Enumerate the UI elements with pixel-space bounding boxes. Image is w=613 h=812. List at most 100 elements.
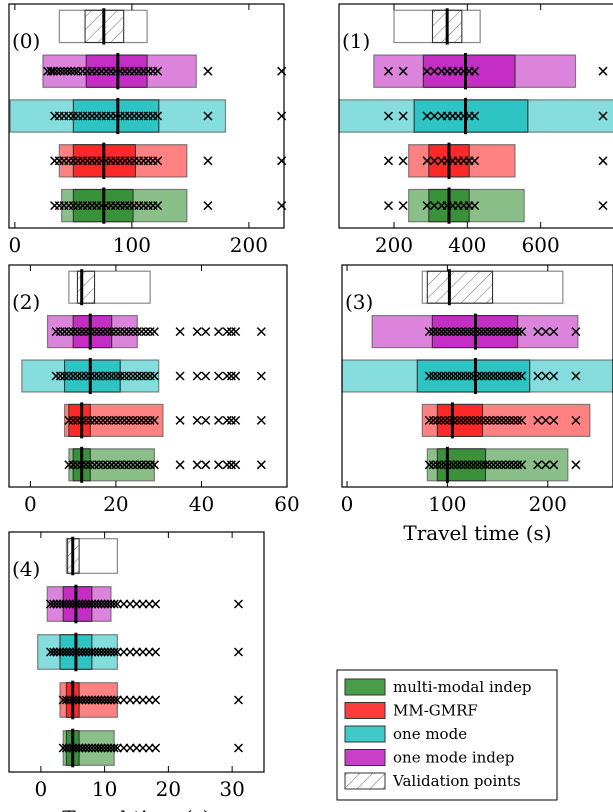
outlier-marker xyxy=(432,371,442,381)
outlier-marker xyxy=(497,327,507,337)
outlier-marker xyxy=(398,111,408,121)
outlier-marker xyxy=(460,327,470,337)
outlier-marker xyxy=(201,327,211,337)
outlier-marker xyxy=(489,371,499,381)
outlier-marker xyxy=(533,415,543,425)
outlier-marker xyxy=(424,371,434,381)
outlier-marker xyxy=(533,371,543,381)
legend-label: one mode xyxy=(393,725,467,743)
outlier-marker xyxy=(436,460,446,470)
outlier-marker xyxy=(444,371,454,381)
outlier-marker xyxy=(485,460,495,470)
outlier-marker xyxy=(192,327,202,337)
outlier-marker xyxy=(513,371,523,381)
box-row-mm-gmrf xyxy=(421,402,591,439)
outlier-marker xyxy=(505,327,515,337)
outlier-marker xyxy=(513,460,523,470)
outlier-marker xyxy=(145,327,155,337)
outlier-marker xyxy=(456,327,466,337)
outlier-marker xyxy=(149,371,159,381)
outlier-marker xyxy=(598,156,608,166)
box-row-mm-gmrf xyxy=(50,142,287,179)
outlier-marker xyxy=(398,66,408,76)
outlier-marker xyxy=(456,415,466,425)
legend-item: MM-GMRF xyxy=(344,702,478,720)
outlier-marker xyxy=(440,371,450,381)
x-tick-label: 60 xyxy=(274,492,299,516)
outlier-marker xyxy=(109,743,119,753)
outlier-marker xyxy=(509,460,519,470)
outlier-marker xyxy=(452,327,462,337)
outlier-marker xyxy=(201,460,211,470)
outlier-marker xyxy=(470,156,480,166)
outlier-marker xyxy=(470,66,480,76)
outlier-marker xyxy=(398,156,408,166)
outlier-marker xyxy=(226,415,236,425)
outlier-marker xyxy=(151,647,161,657)
iqr-box xyxy=(426,270,494,304)
outlier-marker xyxy=(470,111,480,121)
outlier-marker xyxy=(505,371,515,381)
outlier-marker xyxy=(149,460,159,470)
outlier-marker xyxy=(472,460,483,470)
outlier-marker xyxy=(398,201,408,211)
outlier-marker xyxy=(464,327,475,337)
outlier-marker xyxy=(175,327,185,337)
outlier-marker xyxy=(476,415,487,425)
outlier-marker xyxy=(440,415,450,425)
outlier-marker xyxy=(501,415,511,425)
outlier-marker xyxy=(62,66,73,76)
outlier-marker xyxy=(460,460,470,470)
panel-label: (3) xyxy=(345,290,373,314)
outlier-marker xyxy=(109,599,119,609)
outlier-marker xyxy=(480,371,491,381)
x-tick-label: 40 xyxy=(189,492,214,516)
outlier-marker xyxy=(231,327,241,337)
outlier-marker xyxy=(460,371,470,381)
outlier-marker xyxy=(448,460,458,470)
box-row-validation-points xyxy=(58,8,148,45)
box-row-one-mode xyxy=(37,632,244,672)
iqr-box xyxy=(68,403,91,437)
outlier-marker xyxy=(153,201,163,211)
outlier-marker xyxy=(233,599,244,609)
box-row-validation-points xyxy=(393,8,481,45)
outlier-marker xyxy=(422,156,432,166)
outlier-marker xyxy=(493,371,503,381)
box-row-multi-modal-indep xyxy=(383,187,608,224)
outlier-marker xyxy=(598,66,608,76)
outlier-marker xyxy=(432,327,442,337)
outlier-marker xyxy=(66,66,76,76)
outlier-marker xyxy=(70,66,80,76)
x-tick-label: 0 xyxy=(8,233,21,257)
outlier-marker xyxy=(222,371,232,381)
outlier-marker xyxy=(256,371,266,381)
outlier-marker xyxy=(422,111,432,121)
box-row-one-mode-indep xyxy=(42,53,287,90)
outlier-marker xyxy=(222,415,232,425)
box-row-mm-gmrf xyxy=(58,680,244,720)
outlier-marker xyxy=(468,460,479,470)
x-tick-label: 100 xyxy=(428,492,466,516)
outlier-marker xyxy=(485,371,495,381)
outlier-marker xyxy=(231,415,241,425)
outlier-marker xyxy=(214,327,224,337)
iqr-box xyxy=(76,270,96,304)
x-tick-label: 10 xyxy=(92,777,117,801)
outlier-marker xyxy=(476,327,487,337)
outlier-marker xyxy=(153,66,163,76)
outlier-marker xyxy=(424,415,434,425)
outlier-marker xyxy=(428,460,438,470)
outlier-marker xyxy=(549,415,559,425)
outlier-marker xyxy=(226,371,236,381)
outlier-marker xyxy=(505,460,515,470)
outlier-marker xyxy=(175,415,185,425)
legend-label: MM-GMRF xyxy=(393,702,478,720)
outlier-marker xyxy=(533,460,543,470)
legend-item: one mode indep xyxy=(344,749,514,767)
outlier-marker xyxy=(429,201,439,211)
x-tick-label: 20 xyxy=(156,777,181,801)
outlier-marker xyxy=(509,415,519,425)
iqr-box xyxy=(413,99,529,133)
outlier-marker xyxy=(452,415,462,425)
